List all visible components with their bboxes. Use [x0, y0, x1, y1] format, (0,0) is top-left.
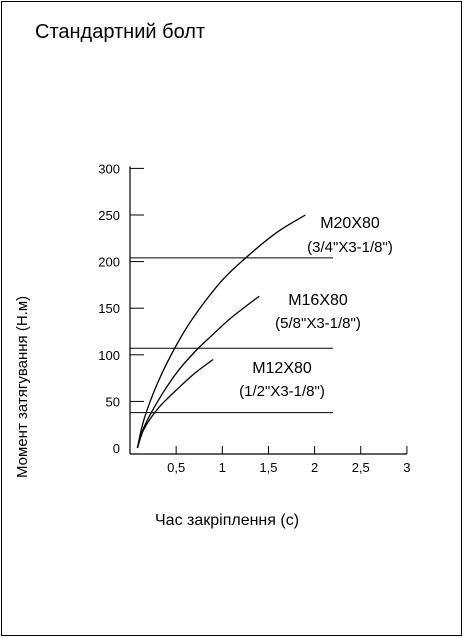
y-tick-label: 50: [106, 394, 120, 409]
series-sublabel-m12x80: (1/2"X3-1/8"): [239, 383, 325, 400]
reference-lines: [130, 257, 334, 414]
series-labels: M20X80 (3/4"X3-1/8") M16X80 (5/8"X3-1/8") M1…: [239, 215, 393, 400]
x-tick-label: 1,5: [259, 460, 277, 475]
series-label-m12x80: M12X80: [252, 360, 312, 377]
y-tick-label: 200: [98, 255, 120, 270]
y-tick-label: 100: [98, 348, 120, 363]
chart-title: Стандартний болт: [35, 21, 205, 43]
x-tick-label: 0,5: [167, 460, 185, 475]
x-tick-label: 2,5: [352, 460, 370, 475]
series-sublabel-m20x80: (3/4"X3-1/8"): [307, 239, 393, 256]
y-tick-label: 150: [98, 301, 120, 316]
series-group: [136, 214, 306, 449]
x-axis-label: Час закріплення (с): [155, 512, 299, 529]
x-tick-label: 2: [311, 460, 318, 475]
ticks: 0 50 100 150 200 250 300 0,5 1 1,5 2 2,5 3: [98, 161, 410, 475]
series-label-m20x80: M20X80: [320, 215, 380, 232]
series-line-m16x80: [136, 295, 260, 449]
series-label-m16x80: M16X80: [288, 292, 348, 309]
y-tick-label: 300: [98, 161, 120, 176]
series-sublabel-m16x80: (5/8"X3-1/8"): [275, 315, 361, 332]
y-axis-label: Момент затягування (Н.м): [14, 296, 31, 478]
x-tick-label: 1: [219, 460, 226, 475]
axes: [129, 166, 407, 455]
y-tick-label: 0: [113, 441, 120, 456]
x-tick-label: 3: [403, 460, 410, 475]
series-line-m20x80: [136, 214, 306, 449]
y-tick-label: 250: [98, 208, 120, 223]
series-line-m12x80: [136, 358, 214, 449]
